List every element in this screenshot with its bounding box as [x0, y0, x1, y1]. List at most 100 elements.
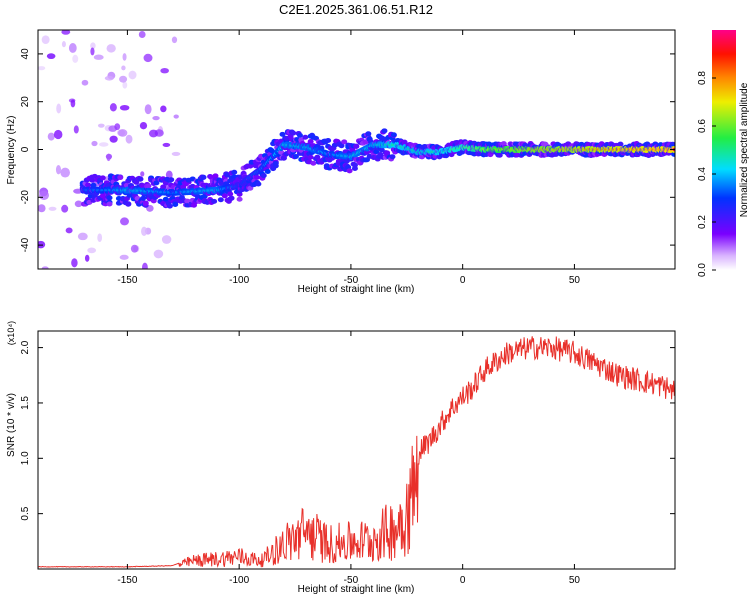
- noise-cell: [142, 262, 148, 269]
- noise-cell: [87, 247, 97, 254]
- y-tick-label: 1.5: [20, 396, 31, 410]
- noise-cell: [61, 30, 71, 35]
- spectral-cell: [162, 196, 169, 202]
- noise-cell: [120, 217, 129, 226]
- noise-cell: [91, 140, 98, 147]
- y-tick-label: 1.0: [20, 451, 31, 465]
- colorbar-tick-label: 0.0: [697, 263, 708, 277]
- spectral-cell: [365, 131, 372, 137]
- noise-cell: [65, 227, 73, 234]
- spectral-cell: [279, 131, 286, 137]
- noise-cell: [47, 132, 55, 141]
- colorbar-ticks: 0.0 0.2 0.4 0.6 0.8: [697, 71, 716, 277]
- spectral-cell: [307, 139, 314, 145]
- y-tick-label: 20: [20, 96, 31, 108]
- noise-cell: [161, 235, 172, 244]
- noise-cell: [153, 249, 164, 259]
- spectral-cell: [125, 201, 132, 207]
- noise-cell: [48, 206, 57, 211]
- noise-cell: [104, 75, 114, 81]
- noise-cell: [38, 204, 46, 213]
- spectral-cell: [227, 191, 234, 197]
- spectral-cell: [211, 198, 218, 204]
- noise-cell: [61, 41, 66, 48]
- x-tick-label: 0: [460, 575, 466, 586]
- spectral-cell: [137, 176, 144, 182]
- spectral-cell: [221, 193, 228, 199]
- spectral-cell: [401, 139, 408, 145]
- noise-cell: [160, 68, 169, 74]
- noise-cell: [138, 31, 146, 39]
- noise-cell: [81, 79, 89, 86]
- noise-cell: [160, 105, 167, 113]
- colorbar-tick-label: 0.4: [697, 167, 708, 181]
- noise-cell: [68, 43, 77, 53]
- spectral-cell: [231, 169, 238, 175]
- noise-cell: [97, 233, 103, 243]
- spectral-cell: [145, 183, 152, 189]
- noise-cell: [38, 66, 46, 71]
- noise-cell: [72, 54, 79, 63]
- spectral-cell: [117, 175, 124, 181]
- spectral-cell: [142, 201, 149, 207]
- noise-cell: [122, 53, 127, 61]
- noise-cell: [71, 258, 78, 268]
- spectrogram-x-ticks: -150 -100 -50 0 50: [117, 30, 580, 286]
- spectral-cell: [310, 160, 317, 166]
- spectral-cell: [106, 201, 113, 207]
- spectral-cell: [351, 165, 358, 171]
- spectral-cell: [302, 134, 309, 140]
- x-tick-label: -100: [229, 575, 249, 586]
- x-tick-label: 50: [569, 575, 581, 586]
- noise-cell: [38, 240, 46, 249]
- noise-cell: [56, 103, 62, 114]
- spectral-cell: [236, 196, 243, 202]
- spectral-cell: [325, 138, 332, 144]
- colorbar-tick-label: 0.8: [697, 71, 708, 85]
- noise-cell: [97, 123, 105, 128]
- y-tick-label: 0: [20, 146, 31, 152]
- spectral-cell: [153, 180, 160, 186]
- spectral-cell: [168, 177, 175, 183]
- noise-cell: [140, 171, 145, 177]
- noise-cell: [119, 104, 130, 111]
- spectral-cell: [296, 132, 303, 138]
- spectral-cell: [160, 184, 167, 190]
- noise-cell: [122, 81, 128, 89]
- noise-cell: [53, 129, 63, 140]
- noise-cell: [74, 200, 83, 208]
- snr-y-label: SNR (10 * v/v): [6, 393, 17, 457]
- noise-cell: [121, 65, 126, 71]
- spectral-cell: [166, 203, 173, 209]
- spectral-cell: [200, 174, 207, 180]
- noise-cell: [152, 116, 160, 121]
- spectral-cell: [255, 181, 262, 187]
- noise-cell: [141, 226, 148, 237]
- noise-cell: [61, 204, 69, 213]
- noise-cell: [130, 244, 139, 253]
- noise-cell: [41, 35, 50, 45]
- colorbar: 0.0 0.2 0.4 0.6 0.8 Normalized spectral ampl…: [697, 30, 750, 277]
- spectral-cell: [140, 195, 147, 201]
- noise-cell: [119, 75, 128, 83]
- colorbar-gradient: [712, 30, 736, 270]
- colorbar-tick-label: 0.2: [697, 215, 708, 229]
- noise-cell: [144, 104, 152, 115]
- noise-cell: [143, 53, 153, 63]
- noise-cell: [109, 103, 117, 112]
- spectral-cell: [85, 182, 92, 188]
- spectral-cell: [260, 173, 267, 179]
- snr-x-ticks: -150 -100 -50 0 50: [117, 331, 580, 586]
- spectral-cell: [290, 130, 297, 136]
- x-tick-label: -50: [344, 575, 359, 586]
- spectral-cell: [264, 168, 271, 174]
- noise-cell: [70, 99, 76, 108]
- spectrogram-y-label: Frequency (Hz): [6, 116, 17, 185]
- snr-series-line: [38, 336, 675, 568]
- spectrogram-y-ticks: -40 -20 0 20 40: [20, 48, 675, 252]
- spectral-cell: [353, 143, 360, 149]
- spectral-cell: [228, 195, 235, 201]
- noise-cell: [90, 42, 96, 50]
- noise-cell: [77, 232, 88, 241]
- spectral-cell: [496, 152, 503, 158]
